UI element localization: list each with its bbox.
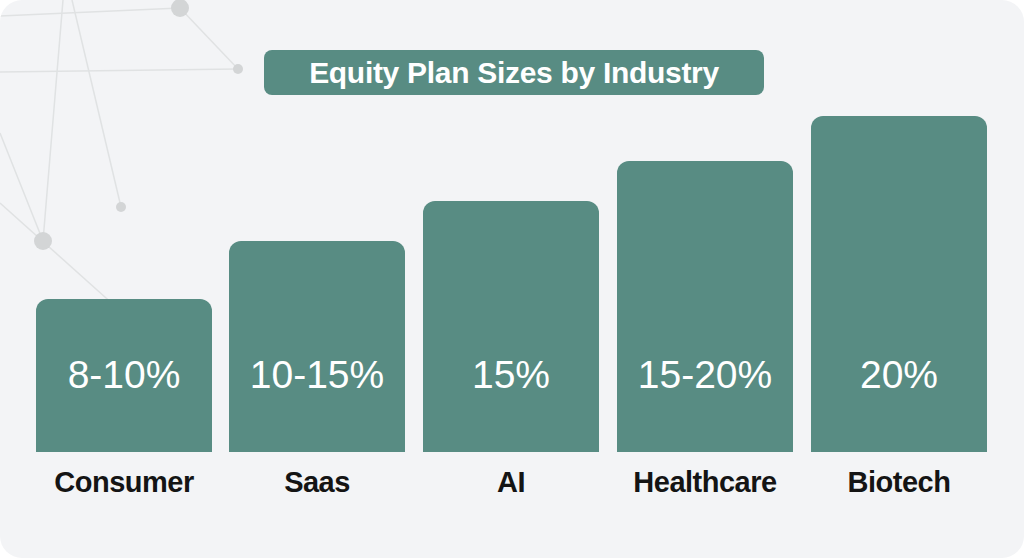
bars-container: 8-10% Consumer 10-15% Saas 15% AI 15-20% Health… <box>0 0 1024 558</box>
chart-card: Equity Plan Sizes by Industry 8-10%Consu… <box>0 0 1024 558</box>
page: Equity Plan Sizes by Industry 8-10%Consu… <box>0 0 1024 558</box>
bar-ai: 15% <box>423 201 599 452</box>
category-label-ai: AI <box>423 464 599 500</box>
bar-value-label-ai: 15% <box>423 355 599 395</box>
bar-value-label-healthcare: 15-20% <box>617 355 793 395</box>
bar-value-label-saas: 10-15% <box>229 355 405 395</box>
bar-saas: 10-15% <box>229 241 405 452</box>
category-label-consumer: Consumer <box>36 464 212 500</box>
bar-value-label-biotech: 20% <box>811 355 987 395</box>
bar-healthcare: 15-20% <box>617 161 793 452</box>
category-label-saas: Saas <box>229 464 405 500</box>
category-label-biotech: Biotech <box>811 464 987 500</box>
category-label-healthcare: Healthcare <box>617 464 793 500</box>
bar-consumer: 8-10% <box>36 299 212 452</box>
bar-value-label-consumer: 8-10% <box>36 355 212 395</box>
bar-biotech: 20% <box>811 116 987 452</box>
